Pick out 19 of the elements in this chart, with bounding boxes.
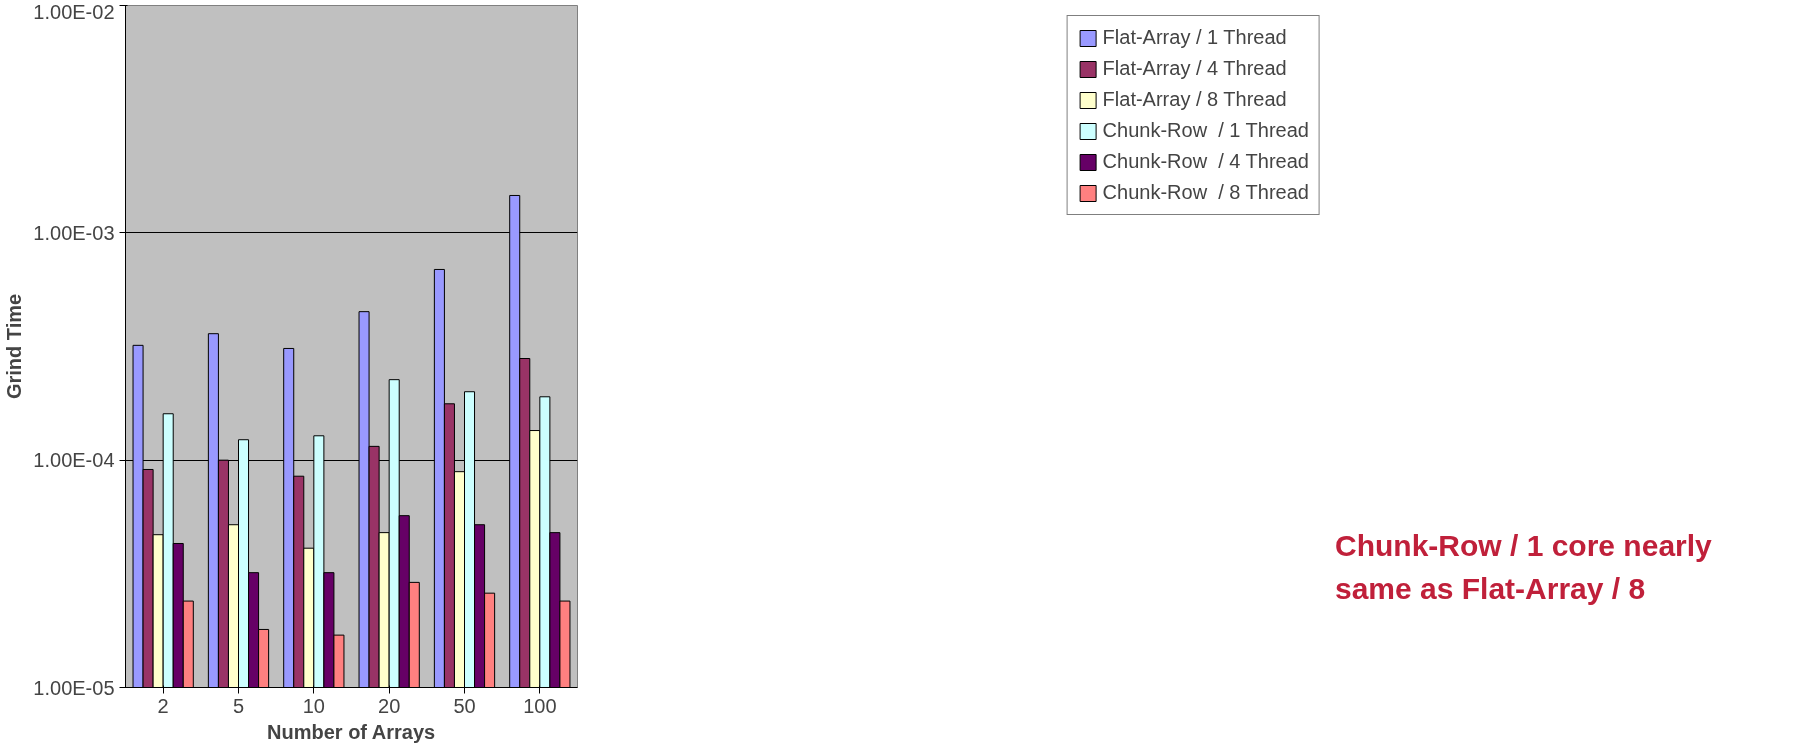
y-axis-title: Grind Time [3,293,26,400]
x-axis-title: Number of Arrays [267,720,436,743]
x-tick-label: 2 [157,694,169,717]
x-tick-label: 20 [378,694,401,717]
x-tick-label: 50 [453,694,476,717]
x-tick-label: 100 [523,694,557,717]
x-tick-label: 10 [302,694,325,717]
text: Chunk-Row / 1 core nearly same as Flat-Array / 8 [1335,528,1713,607]
legend-label: Chunk-Row / 8 Thread [1102,181,1309,204]
y-tick-label: 1.00E-03 [33,221,115,244]
legend-label: Chunk-Row / 4 Thread [1102,150,1309,173]
legend-label: Flat-Array / 4 Thread [1102,57,1287,80]
y-tick-label: 1.00E-05 [33,676,115,699]
legend-label: Flat-Array / 8 Thread [1102,88,1287,111]
legend-label: Chunk-Row / 1 Thread [1102,119,1309,142]
y-tick-label: 1.00E-04 [33,449,115,472]
x-tick-label: 5 [232,694,245,717]
legend-label: Flat-Array / 1 Thread [1102,26,1287,49]
y-tick-label: 1.00E-02 [33,0,115,23]
